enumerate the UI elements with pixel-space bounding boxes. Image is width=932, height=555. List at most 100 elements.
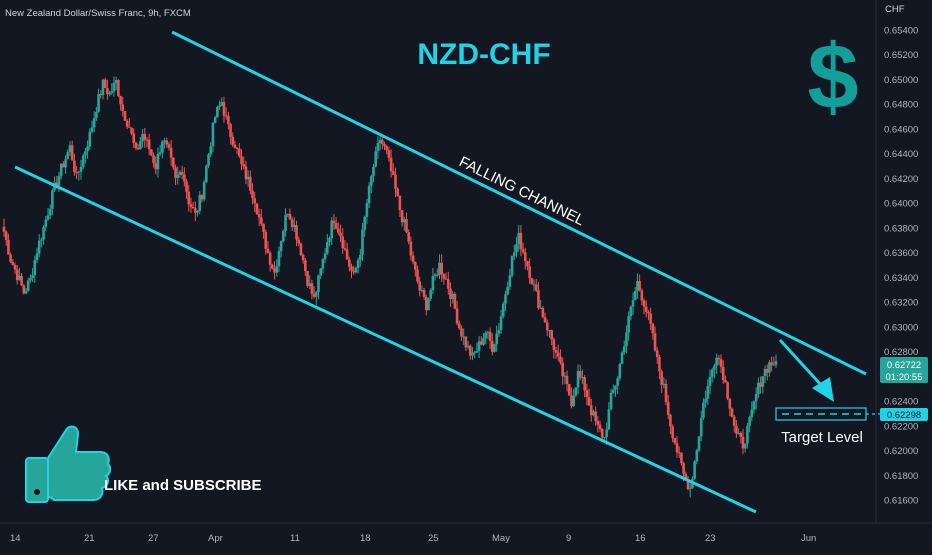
time-tick-label: 25	[428, 533, 439, 544]
candle-down	[381, 139, 384, 144]
candle-up	[374, 151, 378, 167]
candle-up	[627, 316, 630, 333]
candle-up	[178, 171, 182, 176]
candle-up	[279, 241, 283, 252]
candle-down	[251, 190, 254, 199]
candle-up	[495, 333, 498, 345]
candle-up	[57, 175, 61, 186]
candle-up	[37, 240, 41, 254]
candle-down	[770, 362, 773, 365]
candle-down	[99, 93, 103, 96]
candle-down	[726, 382, 729, 399]
candle-down	[134, 142, 138, 149]
candle-up	[59, 163, 63, 176]
candle-up	[750, 409, 754, 418]
candle-down	[675, 443, 679, 453]
candle-down	[686, 478, 690, 490]
price-tick-label: 0.64800	[884, 100, 918, 111]
candle-up	[466, 345, 470, 348]
candle-down	[299, 243, 303, 255]
candle-down	[70, 145, 74, 161]
candle-down	[172, 157, 175, 168]
candle-up	[633, 291, 637, 301]
time-tick-label: Apr	[208, 533, 223, 544]
candle-up	[611, 389, 615, 393]
candle-down	[660, 371, 663, 385]
thumbs-up-icon[interactable]	[25, 425, 112, 503]
channel-lower-line[interactable]	[14, 165, 757, 514]
candle-up	[581, 377, 584, 379]
candle-down	[167, 144, 171, 148]
candle-up	[539, 307, 542, 309]
candle-up	[326, 242, 329, 254]
candle-up	[108, 93, 111, 95]
candle-down	[596, 421, 600, 425]
price-tick-label: 0.63800	[884, 223, 918, 234]
candle-up	[688, 488, 692, 490]
candle-down	[440, 262, 443, 275]
candle-up	[532, 284, 536, 286]
price-tick-label: 0.63400	[884, 273, 918, 284]
candle-up	[323, 253, 327, 260]
candle-down	[249, 176, 252, 191]
candle-up	[156, 153, 160, 170]
candle-down	[7, 239, 10, 255]
candle-down	[339, 232, 342, 237]
candle-up	[158, 152, 162, 154]
candle-up	[275, 266, 279, 273]
candle-down	[304, 260, 307, 272]
candle-down	[460, 328, 463, 337]
candle-down	[266, 248, 270, 253]
candle-down	[22, 285, 26, 294]
candle-up	[64, 159, 67, 168]
channel-upper-line[interactable]	[171, 30, 867, 376]
candle-down	[396, 188, 399, 196]
candle-down	[238, 148, 241, 157]
candle-up	[757, 382, 760, 395]
time-axis-ticks: 14 21 27 Apr 11 18 25 May 9 16 23 Jun	[10, 533, 816, 544]
candle-down	[132, 133, 136, 143]
candle-up	[202, 181, 206, 200]
candle-down	[224, 115, 228, 117]
candle-up	[603, 437, 606, 439]
candle-down	[422, 289, 426, 297]
candle-down	[677, 452, 681, 454]
candle-down	[350, 266, 353, 271]
candle-down	[732, 416, 736, 426]
candle-up	[614, 385, 617, 390]
candle-down	[724, 379, 727, 383]
candle-down	[20, 275, 23, 286]
candle-up	[493, 344, 496, 352]
candle-down	[398, 195, 402, 211]
candle-up	[662, 383, 666, 385]
candle-down	[519, 232, 523, 250]
candle-up	[363, 216, 367, 230]
current-price-value: 0.62722	[887, 360, 921, 371]
candle-up	[761, 376, 765, 387]
candle-down	[194, 208, 197, 213]
candle-up	[636, 280, 639, 292]
candle-down	[647, 311, 650, 314]
candle-up	[205, 165, 208, 182]
candle-up	[699, 418, 703, 437]
candle-down	[106, 88, 109, 95]
candle-up	[499, 316, 503, 330]
candle-down	[169, 147, 173, 158]
time-tick-label: 14	[10, 533, 21, 544]
candle-down	[229, 124, 232, 137]
candle-up	[592, 411, 595, 416]
candle-up	[370, 176, 373, 186]
candle-down	[416, 269, 419, 282]
candle-down	[449, 288, 452, 299]
candle-down	[260, 217, 263, 224]
candle-down	[570, 395, 573, 407]
candle-up	[209, 146, 213, 155]
candle-down	[271, 264, 274, 269]
candle-down	[145, 139, 149, 141]
candle-up	[438, 262, 441, 276]
candle-up	[141, 133, 144, 142]
candle-down	[765, 369, 769, 373]
price-tick-label: 0.65400	[884, 26, 918, 37]
